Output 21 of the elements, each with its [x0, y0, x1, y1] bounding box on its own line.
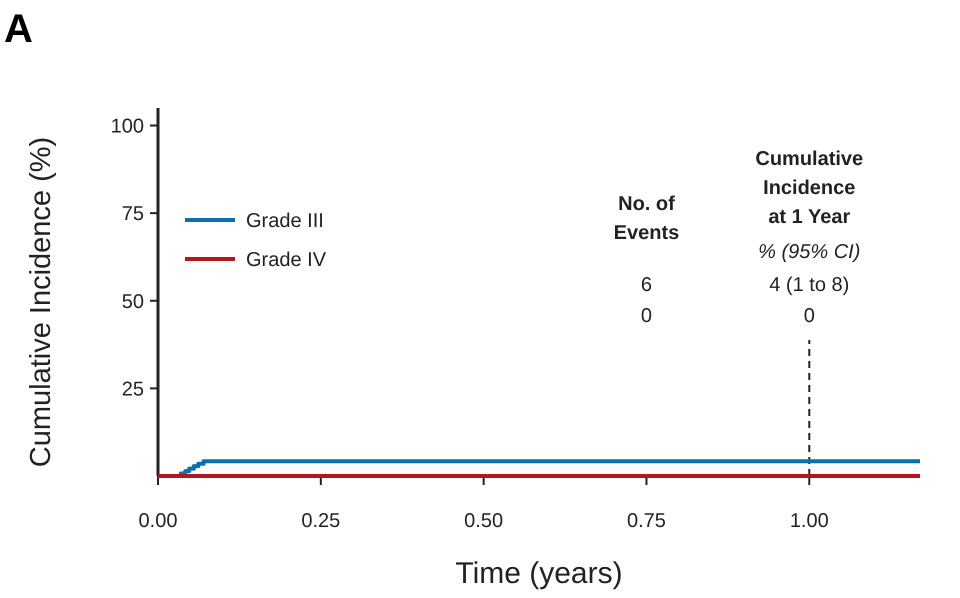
x-tick-label: 0.75	[626, 510, 666, 532]
y-tick-label: 75	[122, 203, 144, 226]
annotation: 0	[804, 305, 815, 327]
y-tick-label: 25	[122, 378, 144, 400]
annotation: % (95% CI)	[758, 241, 860, 263]
annotation: 6	[640, 274, 652, 296]
y-axis-title: Cumulative Incidence (%)	[25, 136, 57, 468]
x-tick-label: 0.50	[464, 510, 504, 532]
x-tick-label: 1.00	[790, 510, 829, 532]
annotation: 4 (1 to 8)	[769, 274, 850, 296]
y-tick-label: 100	[110, 116, 144, 138]
legend-label: Grade III	[246, 210, 324, 232]
annotation: 0	[640, 305, 652, 327]
annotation: No. of Events	[614, 193, 680, 244]
chart-title: A	[4, 7, 33, 51]
annotation: Cumulative Incidence at 1 Year	[755, 148, 864, 228]
legend-label: Grade IV	[246, 249, 327, 271]
x-axis-title: Time (years)	[455, 557, 623, 590]
y-tick-label: 50	[122, 290, 144, 313]
x-tick-label: 0.25	[301, 510, 340, 532]
x-tick-label: 0.00	[138, 510, 178, 532]
